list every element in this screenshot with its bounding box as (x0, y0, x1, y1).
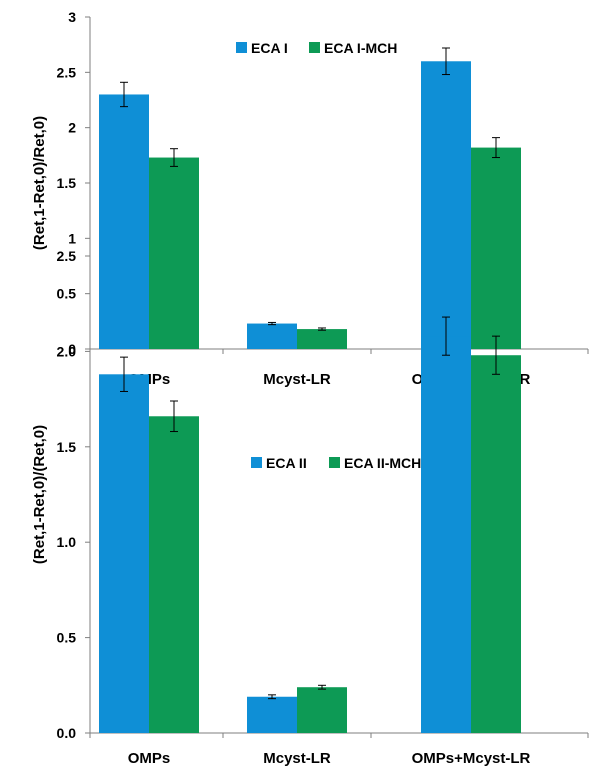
y-tick-label: 0.5 (57, 630, 77, 646)
y-tick-label: 3 (68, 9, 76, 25)
legend-swatch (309, 42, 320, 53)
bar-eca-i-mcyst-lr (247, 323, 297, 349)
bar-eca-ii-omps-plus-mcyst-lr (421, 336, 471, 733)
y-tick-label: 0 (68, 341, 76, 357)
legend-swatch (236, 42, 247, 53)
chart-2: (Ret,1-Ret,0)/(Ret,0) 0.0 0.5 1.0 1.5 2.0 2.5 O… (31, 248, 589, 767)
y-tick-label: 2.5 (57, 64, 77, 80)
y-tick-label: 0.5 (57, 286, 77, 302)
legend-label: ECA II-MCH (344, 455, 421, 471)
y-tick-label: 1 (68, 230, 76, 246)
y-tick-label: 2.0 (57, 343, 77, 359)
bar-eca-ii-mch-mcyst-lr (297, 687, 347, 733)
y-tick-label: 1.0 (57, 534, 77, 550)
bar-eca-ii-mch-omps-plus-mcyst-lr (471, 355, 521, 733)
legend-label: ECA I-MCH (324, 40, 397, 56)
y-axis-label: (Ret,1-Ret,0)/(Ret,0) (31, 425, 48, 564)
x-category-label: Mcyst-LR (263, 371, 331, 388)
bar-eca-ii-mch-omps (149, 416, 199, 733)
bar-eca-i-omps (99, 94, 149, 349)
bar-eca-ii-mcyst-lr (247, 696, 297, 733)
y-tick-label: 2.5 (57, 248, 77, 264)
legend-label: ECA I (251, 40, 288, 56)
y-tick-label: 1.5 (57, 439, 77, 455)
y-tick-label: 1.5 (57, 175, 77, 191)
legend-label: ECA II (266, 455, 307, 471)
bar-eca-i-omps-plus-mcyst-lr (421, 61, 471, 350)
x-category-label: OMPs+Mcyst-LR (412, 750, 531, 767)
x-category-label: Mcyst-LR (263, 750, 331, 767)
bar-eca-ii-omps (99, 374, 149, 733)
y-axis-label: (Ret,1-Ret,0)/Ret,0) (31, 116, 48, 250)
bar-eca-i-mch-omps (149, 157, 199, 349)
chart-1: (Ret,1-Ret,0)/Ret,0)00.511.522.53OMPsMcy… (31, 9, 589, 388)
x-category-label: OMPs (128, 750, 171, 767)
y-tick-label: 2 (68, 120, 76, 136)
bar-eca-i-mch-omps-plus-mcyst-lr (471, 147, 521, 349)
y-tick-label: 0.0 (57, 725, 77, 741)
legend-swatch (251, 457, 262, 468)
bar-eca-i-mch-mcyst-lr (297, 329, 347, 349)
legend-swatch (329, 457, 340, 468)
